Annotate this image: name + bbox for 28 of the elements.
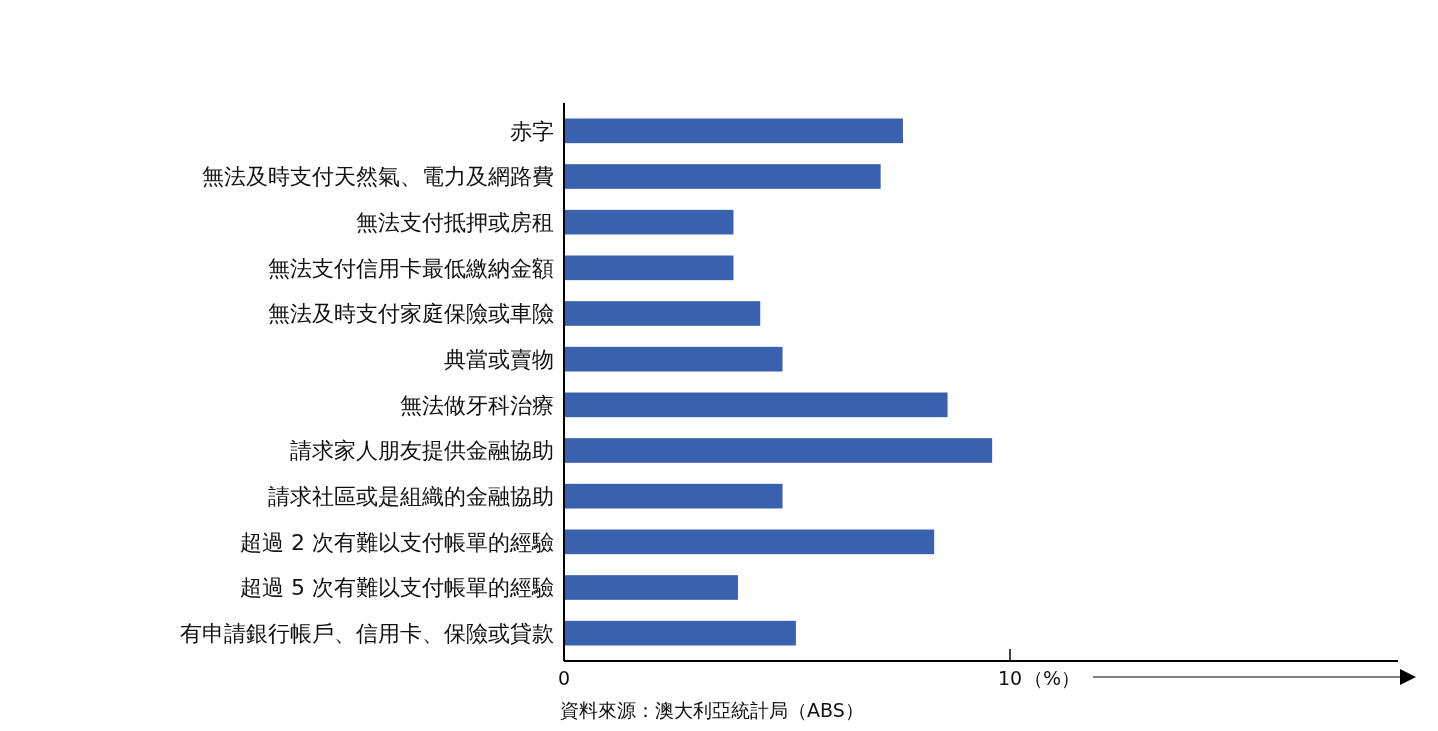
y-tick-label: 請求家人朋友提供金融協助 <box>290 438 554 464</box>
x-tick-label: 0 <box>557 667 571 689</box>
bar <box>564 620 796 646</box>
y-tick-label: 無法支付信用卡最低繳納金額 <box>268 255 554 281</box>
y-tick-label: 有申請銀行帳戶、信用卡、保險或貸款 <box>180 621 554 647</box>
bar <box>564 209 734 235</box>
bar <box>564 392 948 418</box>
bar <box>564 118 903 144</box>
bar <box>564 483 783 509</box>
y-tick-label: 無法支付抵押或房租 <box>356 210 554 236</box>
bar <box>564 438 993 463</box>
y-tick-label: 超過 2 次有難以支付帳單的經驗 <box>240 529 554 555</box>
y-tick-label: 典當或賣物 <box>444 347 554 373</box>
y-tick-label: 赤字 <box>510 118 554 144</box>
y-tick-label: 無法及時支付家庭保險或車險 <box>268 301 554 327</box>
y-tick-label: 超過 5 次有難以支付帳單的經驗 <box>240 575 554 601</box>
bar <box>564 575 738 600</box>
y-tick-label: 無法做牙科治療 <box>400 392 554 418</box>
bar <box>564 529 935 555</box>
x-axis-title: （%） <box>1023 667 1081 689</box>
source-note: 資料來源：澳大利亞統計局（ABS） <box>560 699 864 721</box>
bar <box>564 301 761 326</box>
y-tick-label: 請求社區或是組織的金融協助 <box>268 484 554 510</box>
x-tick-label: 10 <box>997 667 1023 689</box>
bar <box>564 164 881 189</box>
y-tick-label: 無法及時支付天然氣、電力及網路費 <box>202 164 554 190</box>
bar <box>564 255 734 281</box>
bar <box>564 346 783 372</box>
